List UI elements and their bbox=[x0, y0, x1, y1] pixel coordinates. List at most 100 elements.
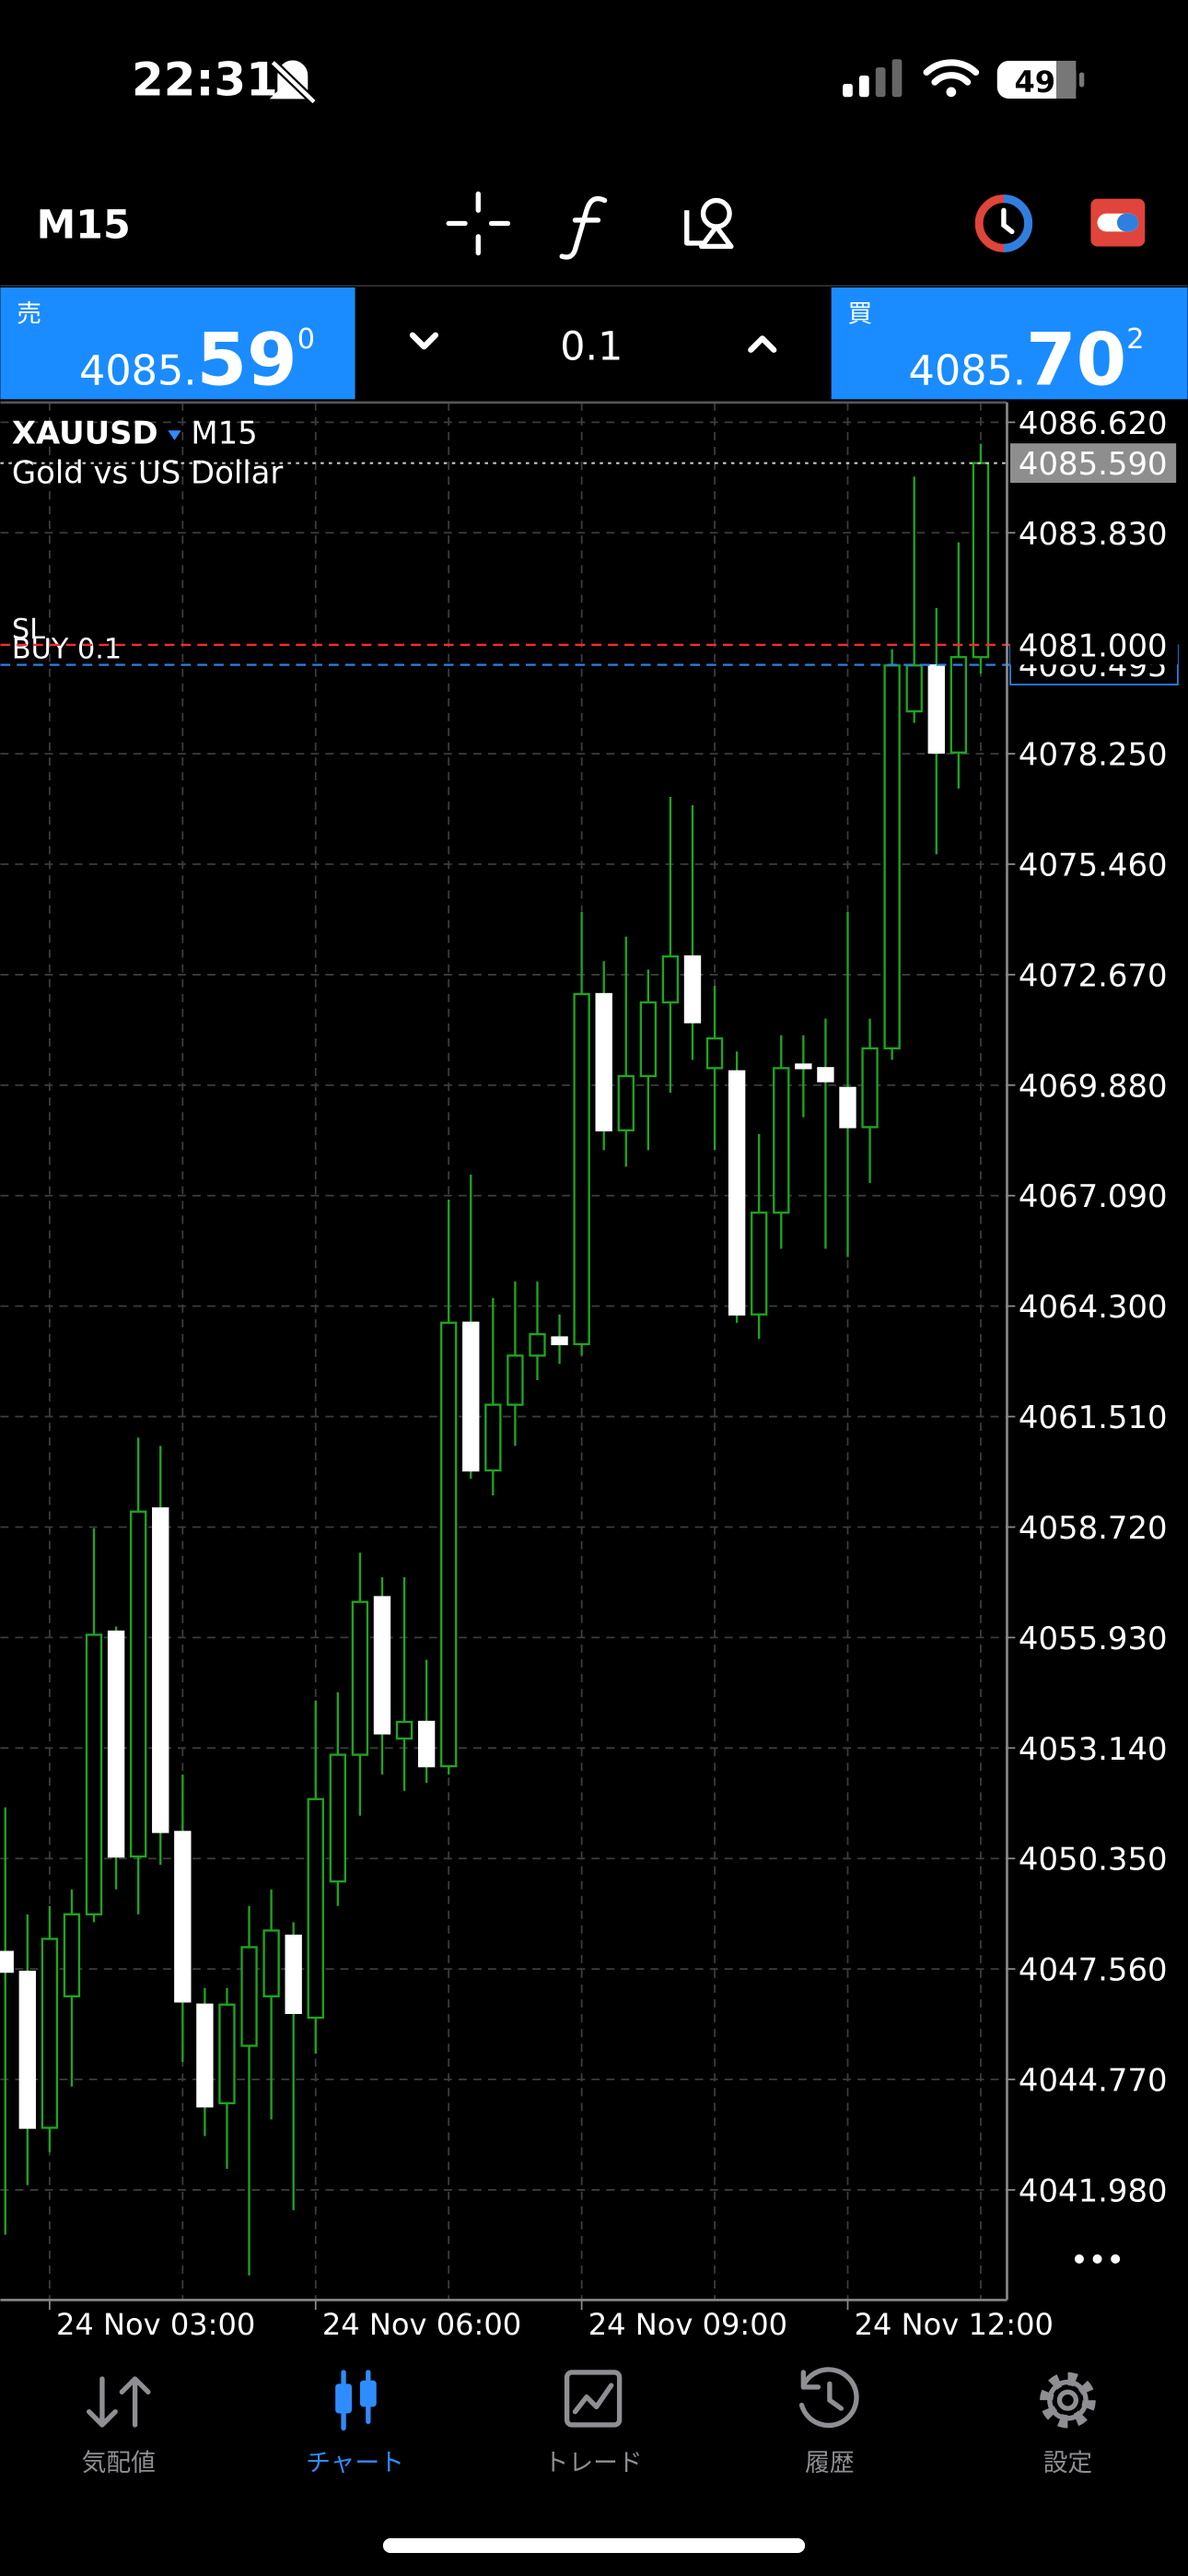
candle-body bbox=[152, 1507, 169, 1833]
candle-body bbox=[240, 1946, 258, 2047]
candle-body bbox=[728, 1070, 746, 1316]
nav-chart[interactable]: チャート bbox=[306, 2370, 404, 2477]
candle-body bbox=[196, 2003, 214, 2108]
candle-body bbox=[927, 664, 945, 754]
status-time: 22:31 bbox=[132, 53, 278, 106]
candle-body bbox=[972, 462, 990, 659]
volume-down-button[interactable] bbox=[409, 332, 439, 350]
chart: 4086.620 4083.830 4078.250 4075.460 4072.670… bbox=[0, 402, 1179, 2342]
y-tick-label: 4083.830 bbox=[1019, 516, 1168, 552]
y-tick-label: 4064.300 bbox=[1019, 1289, 1168, 1325]
candle-body bbox=[595, 992, 612, 1131]
sell-button[interactable]: 売 4085.590 bbox=[0, 287, 355, 402]
buy-price-main: 4085. bbox=[908, 346, 1026, 394]
sell-background bbox=[0, 287, 355, 400]
buy-button[interactable]: 買 4085.702 bbox=[831, 287, 1188, 402]
candle-body bbox=[107, 1630, 125, 1858]
order-price-label: 4081.000 bbox=[1019, 627, 1168, 663]
y-tick-label: 4067.090 bbox=[1019, 1178, 1168, 1214]
candle-body bbox=[551, 1336, 568, 1346]
buy-price: 4085.702 bbox=[908, 317, 1144, 402]
y-tick-label: 4086.620 bbox=[1019, 405, 1168, 441]
timeframe-button[interactable]: M15 bbox=[37, 203, 131, 249]
candle-body bbox=[705, 1036, 724, 1070]
bid-price-box bbox=[1010, 443, 1177, 484]
candle-body bbox=[307, 1797, 324, 2020]
candle-body bbox=[329, 1753, 347, 1883]
candle-body bbox=[751, 1212, 768, 1316]
chart-description: Gold vs US Dollar bbox=[12, 454, 284, 490]
signal-icon bbox=[843, 59, 903, 98]
y-tick-label: 4075.460 bbox=[1019, 847, 1168, 883]
volume[interactable]: 0.1 bbox=[560, 324, 623, 370]
candle-body bbox=[795, 1063, 812, 1070]
nav-quotes[interactable]: 気配値 bbox=[82, 2376, 156, 2477]
candle-body bbox=[839, 1086, 856, 1129]
candle-body bbox=[373, 1596, 391, 1735]
chart-symbol: XAUUSD bbox=[12, 415, 158, 451]
candle-body bbox=[351, 1600, 369, 1756]
candle-body bbox=[395, 1720, 413, 1740]
candle-body bbox=[773, 1067, 790, 1214]
indicator-button[interactable] bbox=[559, 195, 608, 260]
chart-menu-button[interactable] bbox=[1074, 2254, 1121, 2264]
candle-body bbox=[683, 954, 702, 1024]
candle-body bbox=[905, 664, 923, 713]
nav-label: 履歴 bbox=[805, 2449, 854, 2477]
candle-body bbox=[41, 1938, 59, 2129]
y-tick-label: 4050.350 bbox=[1019, 1842, 1168, 1878]
candle-body bbox=[129, 1510, 147, 1858]
candle-body bbox=[63, 1913, 81, 1997]
nav-label: 気配値 bbox=[82, 2449, 156, 2477]
x-tick-label: 24 Nov 12:00 bbox=[855, 2307, 1054, 2342]
account-button[interactable] bbox=[1090, 198, 1146, 247]
y-tick-label: 4044.770 bbox=[1019, 2063, 1168, 2099]
candle-body bbox=[18, 1970, 36, 2129]
sell-price-small: 0 bbox=[297, 323, 315, 356]
candle-body bbox=[883, 664, 901, 1050]
trade-history-button[interactable] bbox=[974, 194, 1033, 252]
y-tick-label: 4072.670 bbox=[1019, 957, 1168, 993]
nav-label: 設定 bbox=[1043, 2449, 1092, 2477]
sell-price-main: 4085. bbox=[79, 346, 197, 394]
candle-body bbox=[0, 1950, 14, 1973]
buy-label: 買 bbox=[847, 300, 872, 329]
y-tick-label: 4055.930 bbox=[1019, 1621, 1168, 1657]
candle-body bbox=[462, 1321, 480, 1472]
candle-body bbox=[573, 992, 590, 1346]
y-tick-label: 4058.720 bbox=[1019, 1510, 1168, 1546]
candle-body bbox=[817, 1067, 834, 1083]
objects-button[interactable] bbox=[684, 197, 734, 250]
order-line-label: SL bbox=[12, 614, 45, 646]
order-price-box bbox=[1010, 625, 1178, 665]
y-tick-label: 4047.560 bbox=[1019, 1952, 1168, 1988]
home-indicator bbox=[382, 2537, 806, 2554]
candle-body bbox=[484, 1403, 502, 1472]
nav-label: チャート bbox=[306, 2449, 404, 2477]
bid-price-label: 4085.590 bbox=[1019, 446, 1168, 482]
candle-body bbox=[262, 1929, 280, 1997]
crosshair-button[interactable] bbox=[446, 191, 511, 256]
x-tick-label: 24 Nov 06:00 bbox=[322, 2307, 521, 2342]
y-tick-label: 4078.250 bbox=[1019, 737, 1168, 773]
symbol-dropdown bbox=[168, 430, 181, 440]
nav-trade[interactable]: トレード bbox=[544, 2370, 643, 2477]
candle-body bbox=[529, 1333, 546, 1357]
candle-body bbox=[285, 1934, 302, 2014]
candle-body bbox=[218, 2003, 236, 2104]
volume-up-button[interactable] bbox=[748, 335, 777, 353]
battery-icon: 49 bbox=[996, 60, 1085, 100]
sell-price-big: 59 bbox=[197, 317, 297, 402]
candle-body bbox=[174, 1831, 192, 2003]
candle-body bbox=[639, 1001, 658, 1078]
nav-label: トレード bbox=[544, 2449, 643, 2477]
buy-price-small: 2 bbox=[1126, 323, 1144, 356]
y-tick-label: 4053.140 bbox=[1019, 1731, 1168, 1767]
mute-icon bbox=[269, 59, 318, 105]
candle-body bbox=[85, 1633, 103, 1915]
nav-history[interactable]: 履歴 bbox=[798, 2367, 859, 2477]
order-line-label: BUY 0.1 bbox=[12, 633, 122, 665]
candle-body bbox=[861, 1047, 879, 1129]
